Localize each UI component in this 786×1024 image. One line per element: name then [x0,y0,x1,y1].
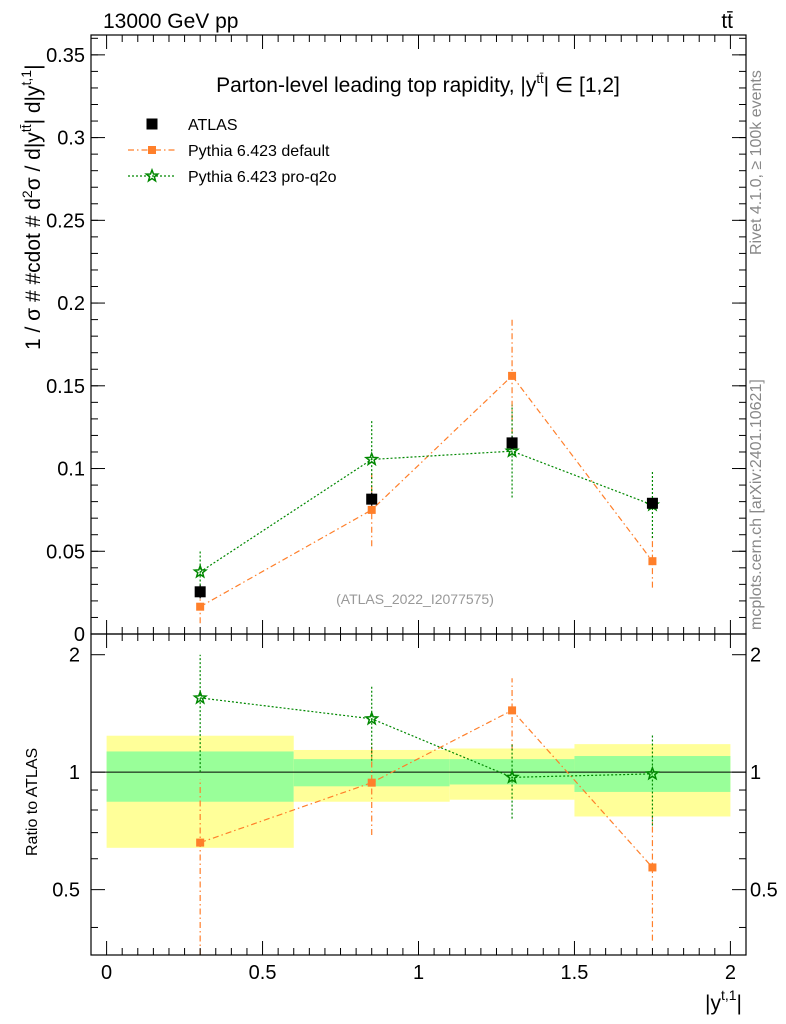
mcplots-site-label: mcplots.cern.ch [arXiv:2401.10621] [748,379,765,630]
ratio-ytick-label-right-2: 2 [750,645,761,667]
ratio-ytick-label-left-2: 2 [69,645,80,667]
ratio-plot [192,654,661,955]
main-ytick-label-1: 0.05 [46,541,85,563]
main-ytick-label-4: 0.2 [57,293,85,315]
legend-marker-pythia-proq2o [144,167,160,183]
main-point-atlas-0 [194,586,206,598]
main-ytick-label-7: 0.35 [46,45,85,67]
ratio-ytick-label-right-0: 0.5 [750,880,778,902]
ratio-point-pythia-proq2o-1 [363,710,380,726]
ratio-point-pythia-proq2o-2 [504,769,520,784]
x-axis-label: |yt,1| [705,987,742,1015]
main-plot-title: Parton-level leading top rapidity, |ytt̄… [216,71,620,97]
legend-label-pythia-default: Pythia 6.423 default [188,143,330,160]
main-ytick-label-0: 0 [74,624,85,646]
legend-marker-pythia-default [148,146,156,154]
main-point-pythia-default-2 [508,371,517,380]
xtick-label-3: 1.5 [561,962,589,984]
legend-label-pythia-proq2o: Pythia 6.423 pro-q2o [188,169,337,186]
main-point-atlas-3 [646,497,658,509]
ratio-ytick-label-left-1: 1 [69,762,80,784]
main-ytick-label-3: 0.15 [46,376,85,398]
xtick-label-1: 0.5 [249,962,277,984]
main-point-pythia-default-1 [367,505,376,514]
main-point-atlas-2 [506,437,518,449]
ratio-uncertainty-bands [91,735,746,848]
ratio-ytick-label-left-0: 0.5 [52,880,80,902]
main-point-pythia-proq2o-0 [192,563,208,579]
ratio-line-pythia-proq2o [200,697,653,778]
ratio-point-pythia-default-0 [196,838,205,847]
legend-marker-atlas [146,118,158,130]
analysis-watermark: (ATLAS_2022_I2077575) [336,591,494,607]
energy-label: 13000 GeV pp [103,10,238,33]
main-line-pythia-proq2o [199,450,653,573]
main-plot [192,317,661,624]
main-ytick-label-2: 0.1 [57,459,85,481]
axes: 00.050.10.150.20.250.30.350.5 0.51 12 20 0.5… [46,34,778,984]
main-point-pythia-proq2o-1 [363,451,380,467]
ratio-point-pythia-proq2o-0 [192,689,208,705]
rivet-version-label: Rivet 4.1.0, ≥ 100k events [748,70,765,255]
legend-label-atlas: ATLAS [188,117,238,134]
ratio-y-axis-label: Ratio to ATLAS [24,748,41,856]
main-ytick-label-6: 0.3 [57,128,85,150]
main-line-pythia-default [199,374,653,608]
main-point-pythia-default-0 [196,602,205,611]
main-point-pythia-default-3 [648,557,657,566]
ratio-point-pythia-default-2 [508,706,517,715]
main-ytick-label-5: 0.25 [46,210,85,232]
ratio-ytick-label-right-1: 1 [750,762,761,784]
xtick-label-0: 0 [101,962,112,984]
legend: ATLAS Pythia 6.423 default Pythia 6.423 pr… [128,117,337,186]
xtick-label-4: 2 [725,962,736,984]
xtick-label-2: 1 [413,962,424,984]
process-label: tt̄ [721,10,733,33]
ratio-point-pythia-proq2o-3 [644,765,661,781]
ratio-line-pythia-default [199,709,653,868]
ratio-point-pythia-default-3 [648,863,657,872]
main-point-atlas-1 [366,493,378,505]
main-y-axis-label: 1 / σ # #cdot # d2σ / d|ytt̄| d|yt,1| [18,64,45,350]
ratio-point-pythia-default-1 [367,778,376,787]
main-point-pythia-proq2o-2 [504,443,520,458]
